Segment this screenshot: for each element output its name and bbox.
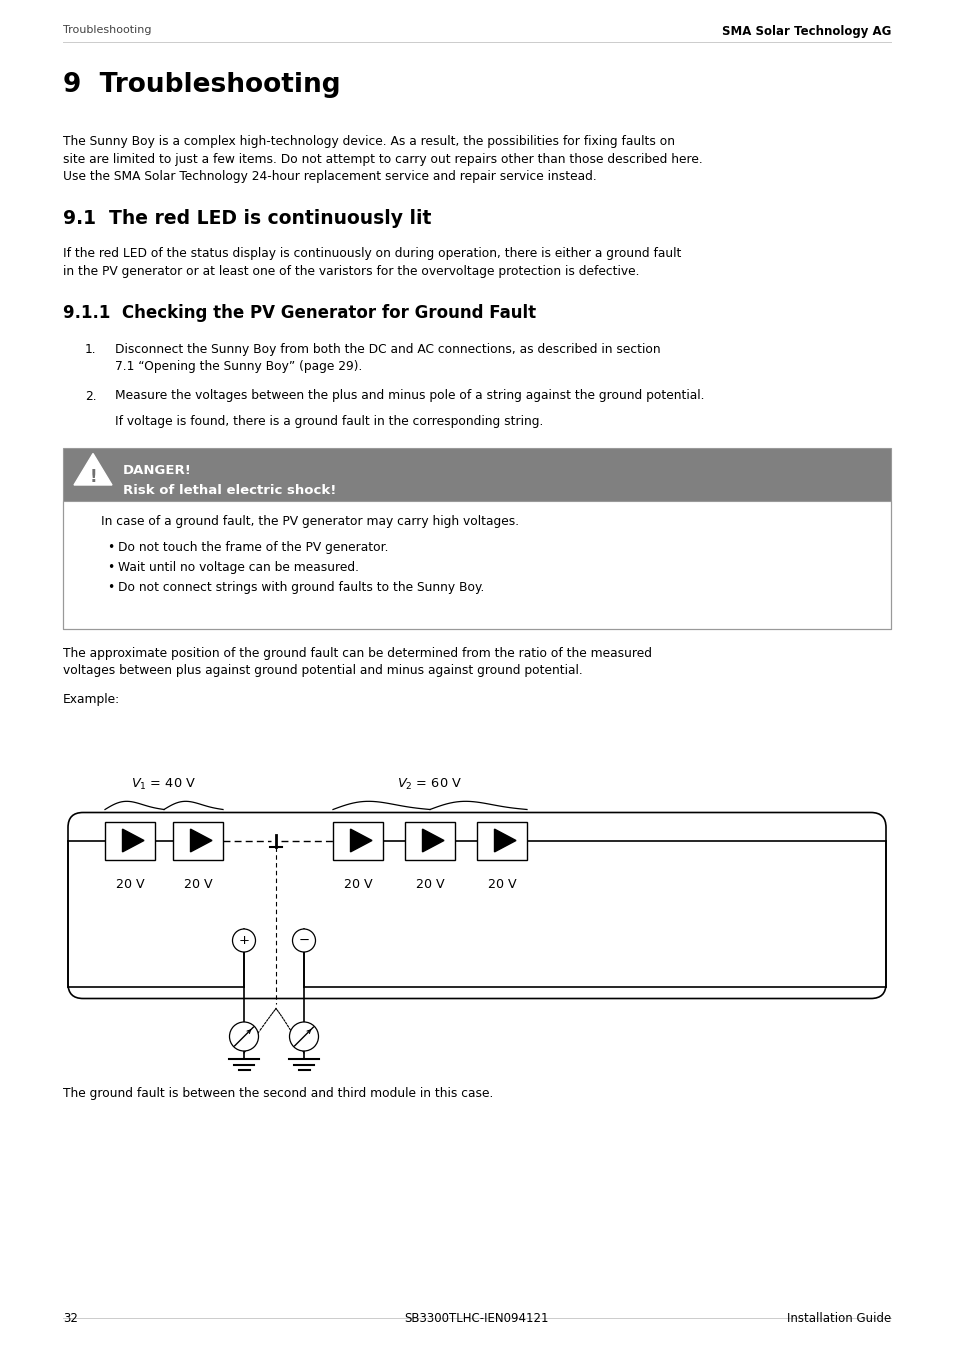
Text: If the red LED of the status display is continuously on during operation, there : If the red LED of the status display is … [63,247,680,261]
Bar [63,449,890,629]
Polygon shape [422,829,443,852]
Text: Example:: Example: [63,694,120,707]
Text: 20 V: 20 V [416,879,444,891]
Text: Risk of lethal electric shock!: Risk of lethal electric shock! [123,484,336,496]
Text: $V_1$ = 40 V: $V_1$ = 40 V [132,776,196,791]
Text: 9.1.1  Checking the PV Generator for Ground Fault: 9.1.1 Checking the PV Generator for Grou… [63,304,536,323]
Text: −: − [298,934,309,946]
Polygon shape [350,829,372,852]
Text: •: • [107,581,114,594]
Circle shape [233,929,255,952]
Text: In case of a ground fault, the PV generator may carry high voltages.: In case of a ground fault, the PV genera… [101,515,518,527]
Circle shape [230,1022,258,1051]
Text: •: • [107,561,114,573]
Text: Disconnect the Sunny Boy from both the DC and AC connections, as described in se: Disconnect the Sunny Boy from both the D… [115,342,659,356]
Polygon shape [122,829,144,852]
Text: Use the SMA Solar Technology 24-hour replacement service and repair service inst: Use the SMA Solar Technology 24-hour rep… [63,170,597,183]
Text: Do not connect strings with ground faults to the Sunny Boy.: Do not connect strings with ground fault… [118,581,484,594]
Bar [63,449,890,500]
Text: 1.: 1. [85,342,96,356]
Text: SB3300TLHC-IEN094121: SB3300TLHC-IEN094121 [404,1311,549,1325]
Bar [105,822,154,860]
Text: $V_2$ = 60 V: $V_2$ = 60 V [397,776,462,791]
Text: The ground fault is between the second and third module in this case.: The ground fault is between the second a… [63,1087,493,1101]
Polygon shape [191,829,212,852]
Text: Troubleshooting: Troubleshooting [63,24,152,35]
Text: 2.: 2. [85,389,96,403]
Text: site are limited to just a few items. Do not attempt to carry out repairs other : site are limited to just a few items. Do… [63,153,702,165]
Text: If voltage is found, there is a ground fault in the corresponding string.: If voltage is found, there is a ground f… [115,415,543,429]
Circle shape [293,929,315,952]
Text: 7.1 “Opening the Sunny Boy” (page 29).: 7.1 “Opening the Sunny Boy” (page 29). [115,360,362,373]
Text: The approximate position of the ground fault can be determined from the ratio of: The approximate position of the ground f… [63,646,651,660]
Bar [333,822,382,860]
Text: 20 V: 20 V [115,879,144,891]
Bar [172,822,223,860]
Text: SMA Solar Technology AG: SMA Solar Technology AG [720,24,890,38]
Text: DANGER!: DANGER! [123,464,192,476]
Text: Measure the voltages between the plus and minus pole of a string against the gro: Measure the voltages between the plus an… [115,389,703,403]
Text: •: • [107,541,114,553]
Text: 32: 32 [63,1311,78,1325]
Text: voltages between plus against ground potential and minus against ground potentia: voltages between plus against ground pot… [63,664,582,677]
Polygon shape [494,829,516,852]
Text: Wait until no voltage can be measured.: Wait until no voltage can be measured. [118,561,358,573]
Text: The Sunny Boy is a complex high-technology device. As a result, the possibilitie: The Sunny Boy is a complex high-technolo… [63,135,675,147]
Text: !: ! [89,468,96,485]
Bar [476,822,526,860]
Text: 9  Troubleshooting: 9 Troubleshooting [63,72,340,97]
Text: Installation Guide: Installation Guide [786,1311,890,1325]
Text: 20 V: 20 V [487,879,516,891]
Text: in the PV generator or at least one of the varistors for the overvoltage protect: in the PV generator or at least one of t… [63,265,639,279]
Bar [63,500,890,629]
Circle shape [289,1022,318,1051]
Text: 20 V: 20 V [343,879,372,891]
Text: 9.1  The red LED is continuously lit: 9.1 The red LED is continuously lit [63,210,431,228]
Polygon shape [74,453,112,485]
Text: +: + [238,934,250,946]
Bar [405,822,455,860]
FancyBboxPatch shape [68,813,885,999]
Text: 20 V: 20 V [184,879,213,891]
Text: Do not touch the frame of the PV generator.: Do not touch the frame of the PV generat… [118,541,388,553]
